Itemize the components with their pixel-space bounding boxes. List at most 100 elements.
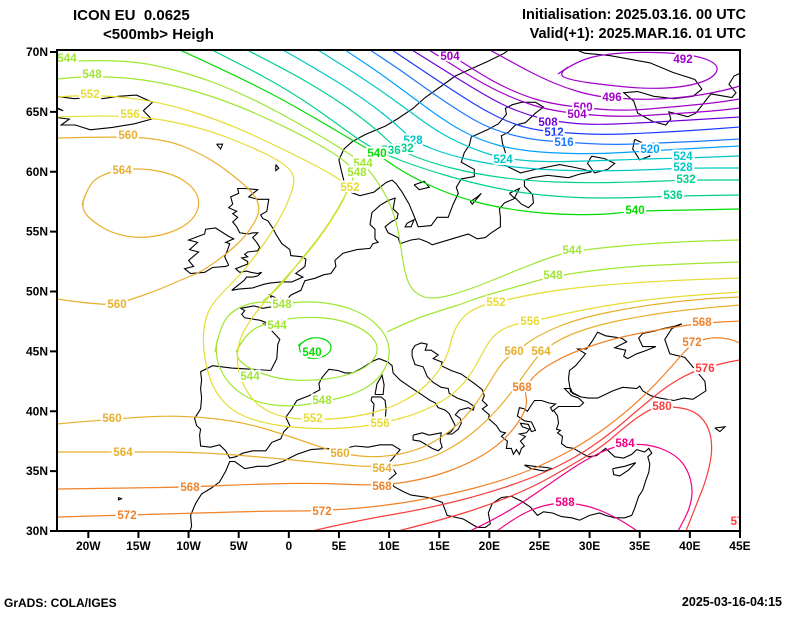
coastline <box>632 138 651 161</box>
lon-label: 15W <box>126 539 151 553</box>
coastline <box>509 187 521 200</box>
lat-label: 50N <box>26 285 48 299</box>
contour-label-552: 552 <box>486 297 505 309</box>
contour-label-548: 548 <box>543 270 563 282</box>
contour-label-548: 548 <box>312 395 332 407</box>
contour-label-568: 568 <box>372 481 392 493</box>
lat-label: 45N <box>26 344 48 358</box>
contour-560 <box>58 296 739 458</box>
contour-label-540: 540 <box>367 148 386 160</box>
valid-time: Valid(+1): 2025.MAR.16. 01 UTC <box>529 26 746 42</box>
coastline <box>404 218 416 228</box>
contour-label-560: 560 <box>504 346 523 358</box>
contour-512 <box>392 51 739 135</box>
lat-label: 70N <box>26 45 48 59</box>
lon-label: 35E <box>629 539 650 553</box>
contour-532 <box>247 51 739 184</box>
coastline <box>714 426 727 433</box>
contour-label-548: 548 <box>272 299 292 311</box>
contour-label-576: 576 <box>695 363 714 375</box>
contour-548 <box>386 261 739 333</box>
lat-label: 40N <box>26 404 48 418</box>
contour-520 <box>345 51 739 155</box>
contour-label-544: 544 <box>240 371 260 383</box>
coastline <box>612 462 637 477</box>
contour-label-544: 544 <box>353 158 373 170</box>
contour-556 <box>58 115 739 430</box>
lon-label: 5W <box>230 539 249 553</box>
contour-label-540: 540 <box>625 205 644 217</box>
coastline <box>117 496 123 501</box>
contour-label-572: 572 <box>312 506 331 518</box>
coastline <box>227 187 307 291</box>
contour-588 <box>497 502 637 530</box>
lon-label: 15E <box>429 539 450 553</box>
contour-labels-layer: 4924965005045045085125165205245245285285… <box>58 51 739 530</box>
contour-label-564: 564 <box>112 165 132 177</box>
map-frame-border <box>56 49 741 532</box>
contour-label-540: 540 <box>302 347 321 359</box>
lon-label: 10E <box>378 539 399 553</box>
contour-label-584: 584 <box>615 438 635 450</box>
contour-label-556: 556 <box>520 316 539 328</box>
lon-label: 30E <box>579 539 600 553</box>
contour-564 <box>81 168 200 238</box>
contour-label-568: 568 <box>512 382 532 394</box>
contour-label-544: 544 <box>562 245 582 257</box>
contour-label-552: 552 <box>340 182 359 194</box>
contour-label-524: 524 <box>493 154 513 166</box>
contour-504 <box>429 51 739 117</box>
contour-524 <box>318 51 739 163</box>
coastline <box>413 180 431 191</box>
contour-label-588: 588 <box>555 497 575 509</box>
contour-label-500: 500 <box>573 102 592 114</box>
contour-536 <box>212 51 739 199</box>
contour-label-548: 548 <box>347 167 367 179</box>
contour-label-556: 556 <box>370 418 389 430</box>
model-title: ICON EU 0.0625 <box>73 7 190 24</box>
lon-label: 10W <box>176 539 201 553</box>
contour-492 <box>557 51 718 89</box>
plot-timestamp: 2025-03-16-04:15 <box>681 595 782 609</box>
coastline <box>567 323 707 402</box>
coastline <box>239 51 592 371</box>
contour-560 <box>58 136 260 305</box>
contour-label-532: 532 <box>394 143 413 155</box>
coastline <box>412 432 443 452</box>
coastline <box>58 94 154 131</box>
contour-564 <box>58 304 739 468</box>
contour-528 <box>283 51 739 172</box>
lon-label: 5E <box>332 539 347 553</box>
contour-label-524: 524 <box>673 151 693 163</box>
contour-label-568: 568 <box>180 482 200 494</box>
contour-label-560: 560 <box>330 448 349 460</box>
coastline <box>194 342 585 459</box>
contour-label-528: 528 <box>403 135 423 147</box>
contour-label-548: 548 <box>82 69 102 81</box>
lon-label: 25E <box>529 539 550 553</box>
lat-label: 35N <box>26 464 48 478</box>
contour-label-572: 572 <box>117 510 136 522</box>
contour-label-560: 560 <box>107 299 126 311</box>
contour-label-568: 568 <box>692 317 712 329</box>
lat-label: 30N <box>26 524 48 538</box>
contour-label-508: 508 <box>538 117 558 129</box>
coastline <box>469 192 482 205</box>
contour-540 <box>180 51 739 216</box>
contour-label-564: 564 <box>372 463 392 475</box>
contour-label-520: 520 <box>640 144 659 156</box>
contour-568 <box>58 320 739 490</box>
contour-label-536: 536 <box>663 190 682 202</box>
contour-580 <box>399 406 713 530</box>
coastline <box>216 143 224 151</box>
lat-label: 65N <box>26 105 48 119</box>
lon-label: 20E <box>479 539 500 553</box>
coastline <box>275 164 280 172</box>
contour-label-564: 564 <box>531 346 551 358</box>
contour-label-496: 496 <box>602 92 621 104</box>
grads-credit: GrADS: COLA/IGES <box>4 596 117 610</box>
contour-576 <box>313 359 739 530</box>
lat-label: 60N <box>26 165 48 179</box>
contour-552 <box>58 95 739 420</box>
